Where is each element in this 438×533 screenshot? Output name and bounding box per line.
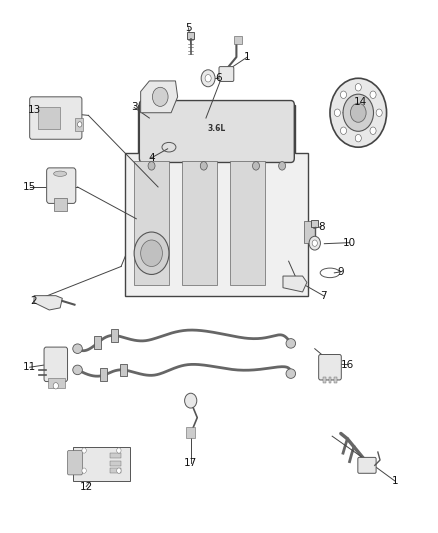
Circle shape	[205, 75, 211, 82]
Bar	[75, 118, 83, 131]
Text: 8: 8	[318, 222, 325, 232]
Text: 6: 6	[215, 73, 223, 83]
Circle shape	[370, 91, 376, 99]
FancyBboxPatch shape	[358, 457, 376, 473]
Circle shape	[334, 109, 340, 116]
Ellipse shape	[73, 365, 82, 375]
Text: 7: 7	[320, 290, 327, 301]
Bar	[94, 336, 101, 349]
Text: 1: 1	[244, 52, 251, 62]
Circle shape	[340, 91, 346, 99]
Polygon shape	[283, 276, 307, 292]
Bar	[323, 377, 326, 383]
FancyBboxPatch shape	[67, 450, 82, 475]
Bar	[187, 32, 194, 38]
Polygon shape	[141, 81, 178, 113]
FancyBboxPatch shape	[44, 347, 67, 382]
Text: 10: 10	[343, 238, 356, 248]
Bar	[311, 220, 318, 227]
Circle shape	[82, 468, 86, 473]
Circle shape	[350, 103, 366, 122]
Bar	[73, 447, 130, 481]
Text: 14: 14	[354, 97, 367, 107]
Circle shape	[312, 240, 318, 246]
Circle shape	[279, 161, 286, 170]
Text: 16: 16	[341, 360, 354, 369]
Bar	[100, 368, 107, 381]
Bar	[48, 378, 65, 389]
Text: 4: 4	[148, 153, 155, 163]
Text: 17: 17	[184, 458, 198, 467]
Circle shape	[330, 78, 387, 147]
FancyBboxPatch shape	[319, 354, 341, 380]
Bar	[234, 36, 242, 44]
Bar	[186, 427, 195, 438]
Polygon shape	[34, 296, 62, 310]
Circle shape	[343, 94, 374, 131]
FancyBboxPatch shape	[47, 168, 76, 204]
FancyBboxPatch shape	[30, 97, 82, 139]
Circle shape	[253, 161, 259, 170]
Text: 13: 13	[28, 105, 41, 115]
Circle shape	[201, 70, 215, 87]
Circle shape	[148, 161, 155, 170]
Circle shape	[82, 448, 86, 453]
Bar	[110, 468, 121, 473]
Ellipse shape	[286, 338, 296, 348]
Circle shape	[370, 127, 376, 134]
Text: 3: 3	[131, 102, 138, 112]
Circle shape	[117, 448, 121, 453]
Bar	[53, 198, 67, 211]
Circle shape	[78, 122, 82, 127]
Text: 2: 2	[31, 296, 37, 306]
Bar	[111, 329, 118, 342]
Circle shape	[117, 468, 121, 473]
Text: 9: 9	[338, 267, 344, 277]
Text: 15: 15	[23, 182, 36, 192]
Bar	[110, 453, 121, 458]
Bar	[328, 377, 331, 383]
Text: 11: 11	[23, 362, 36, 372]
Bar	[134, 161, 169, 285]
Bar	[230, 161, 265, 285]
Text: 12: 12	[80, 481, 93, 491]
Circle shape	[152, 87, 168, 107]
Circle shape	[53, 383, 58, 389]
Text: 5: 5	[185, 23, 192, 33]
Bar	[120, 364, 127, 376]
Bar	[182, 161, 217, 285]
Text: 3.6L: 3.6L	[208, 124, 226, 133]
Bar	[304, 221, 315, 243]
Circle shape	[141, 240, 162, 266]
Text: 1: 1	[392, 477, 399, 486]
Circle shape	[355, 84, 361, 91]
Circle shape	[340, 127, 346, 134]
Circle shape	[185, 393, 197, 408]
Polygon shape	[125, 105, 308, 296]
Circle shape	[355, 134, 361, 142]
FancyBboxPatch shape	[219, 67, 234, 82]
Bar	[39, 108, 60, 128]
Circle shape	[309, 236, 321, 250]
Ellipse shape	[286, 369, 296, 378]
Circle shape	[376, 109, 382, 116]
FancyBboxPatch shape	[139, 101, 294, 163]
Circle shape	[200, 161, 207, 170]
Bar	[334, 377, 336, 383]
Ellipse shape	[73, 344, 82, 353]
Circle shape	[134, 232, 169, 274]
Ellipse shape	[53, 171, 67, 176]
Bar	[110, 461, 121, 466]
